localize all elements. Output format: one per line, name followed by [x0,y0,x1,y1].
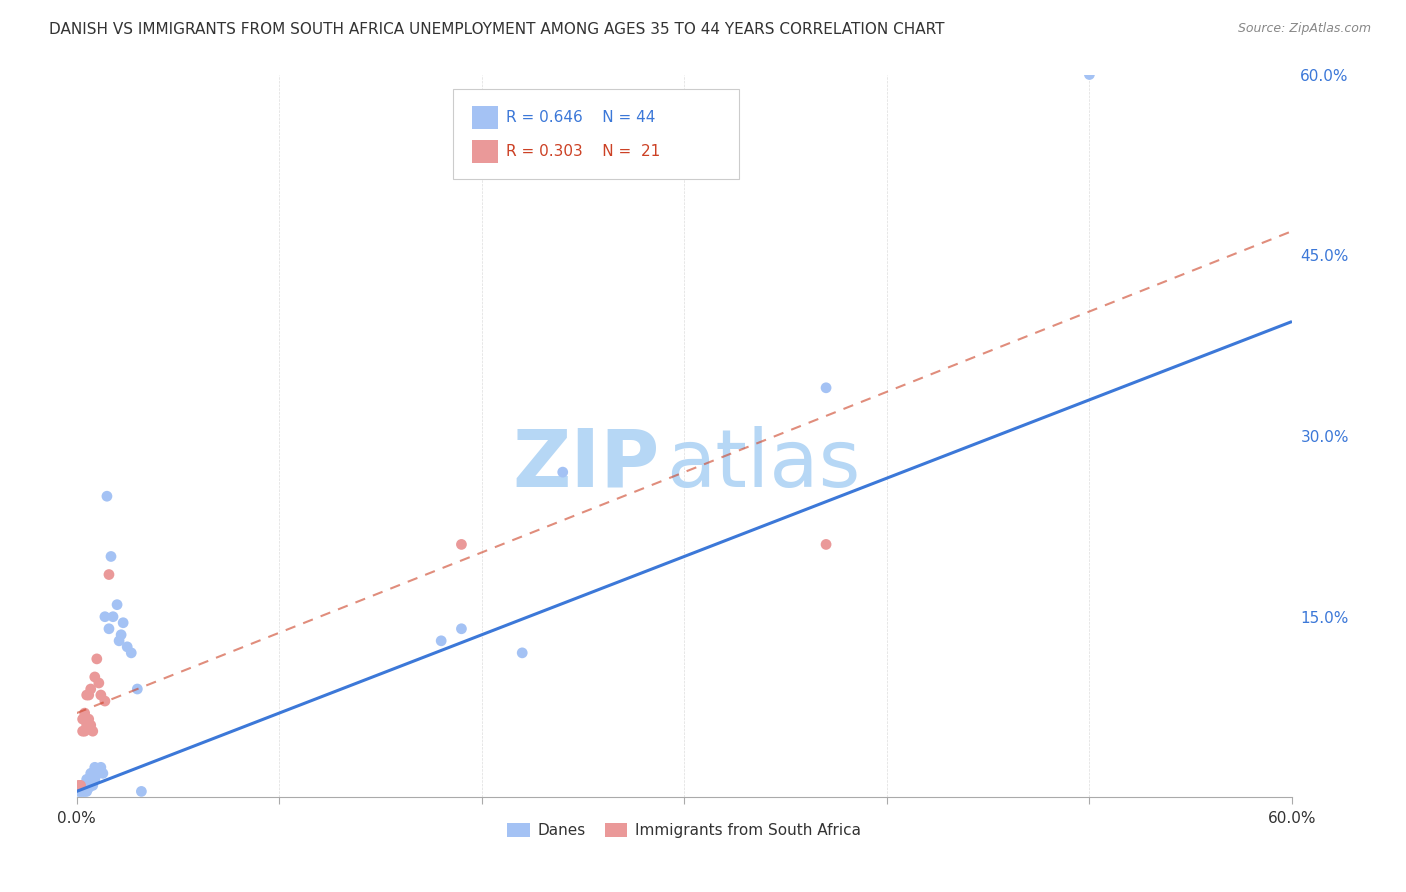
Text: R = 0.646    N = 44: R = 0.646 N = 44 [506,111,655,126]
FancyBboxPatch shape [471,140,498,163]
Text: ZIP: ZIP [513,425,659,504]
Point [77,712,100,726]
Point [450,622,472,636]
Point [76,688,98,702]
Point [100,549,122,564]
Point [98,567,121,582]
FancyBboxPatch shape [471,106,498,129]
Point [77,772,100,787]
Point [80,778,103,792]
Text: atlas: atlas [666,425,860,504]
Point [80,718,103,732]
Point [67,778,90,792]
Point [80,681,103,696]
Point [82,724,104,739]
Point [82,766,104,780]
Point [94,694,117,708]
Point [90,760,112,774]
Point [815,381,838,395]
Point [131,784,153,798]
Point [83,760,105,774]
Point [86,766,108,780]
Point [72,784,94,798]
Point [73,780,96,795]
Point [91,766,114,780]
FancyBboxPatch shape [453,89,740,179]
Point [105,598,128,612]
Point [82,778,104,792]
Point [83,772,105,787]
Point [112,615,135,630]
Point [96,489,118,503]
Point [1078,68,1101,82]
Text: DANISH VS IMMIGRANTS FROM SOUTH AFRICA UNEMPLOYMENT AMONG AGES 35 TO 44 YEARS CO: DANISH VS IMMIGRANTS FROM SOUTH AFRICA U… [49,22,945,37]
Point [73,778,96,792]
Point [72,780,94,795]
Text: R = 0.303    N =  21: R = 0.303 N = 21 [506,145,659,160]
Text: Source: ZipAtlas.com: Source: ZipAtlas.com [1237,22,1371,36]
Point [86,652,108,666]
Point [87,766,110,780]
Point [110,628,132,642]
Point [69,780,91,795]
Point [127,681,149,696]
Point [77,780,100,795]
Point [430,633,453,648]
Point [90,688,112,702]
Point [120,646,142,660]
Point [72,712,94,726]
Point [551,465,574,479]
Point [108,633,131,648]
Point [101,609,124,624]
Point [76,772,98,787]
Point [73,706,96,720]
Point [76,718,98,732]
Point [67,784,90,798]
Legend: Danes, Immigrants from South Africa: Danes, Immigrants from South Africa [502,817,868,844]
Point [69,784,91,798]
Point [94,609,117,624]
Point [72,778,94,792]
Point [80,766,103,780]
Point [73,784,96,798]
Point [69,778,91,792]
Point [83,670,105,684]
Point [510,646,533,660]
Point [82,772,104,787]
Point [73,724,96,739]
Point [72,724,94,739]
Point [815,537,838,551]
Point [450,537,472,551]
Point [115,640,138,654]
Point [77,688,100,702]
Point [98,622,121,636]
Point [76,784,98,798]
Point [87,676,110,690]
Point [76,778,98,792]
